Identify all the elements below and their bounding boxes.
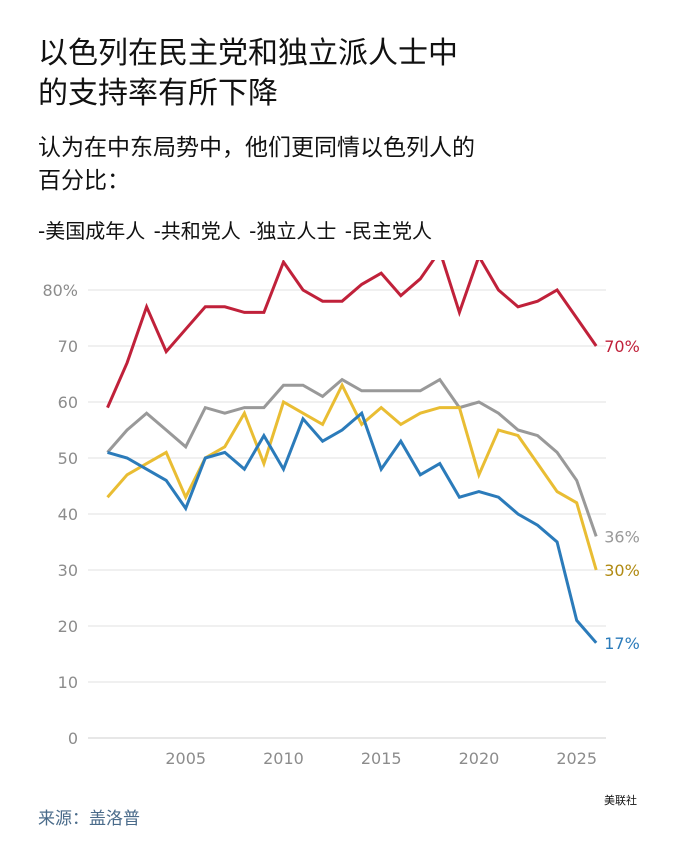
series-end-label-0: 70% <box>604 337 640 356</box>
series-line-1 <box>106 377 598 537</box>
x-tick-label: 2020 <box>459 749 500 768</box>
chart-subtitle-line-2: 百分比： <box>38 168 130 194</box>
legend-item-democrats: -民主党人 <box>344 219 432 243</box>
x-tick-label: 2025 <box>556 749 597 768</box>
series-line-3 <box>107 410 598 644</box>
y-tick-label: 20 <box>58 617 78 636</box>
source-note: 来源：盖洛普 <box>38 809 140 829</box>
axis-labels: 0 10 20 30 40 50 60 70 80% 2005 2010 2015 2020 2025 <box>42 281 597 768</box>
y-tick-label: 60 <box>58 393 78 412</box>
x-tick-label: 2005 <box>165 749 206 768</box>
x-tick-label: 2015 <box>361 749 402 768</box>
y-tick-label: 40 <box>58 505 78 524</box>
credit-logo: 美联社 <box>604 794 637 807</box>
gridlines <box>88 289 606 739</box>
line-chart: 0 10 20 30 40 50 60 70 80% 2005 2010 2015 2020 2025 7… <box>42 260 640 768</box>
x-tick-label: 2010 <box>263 749 304 768</box>
end-labels: 70% 36% 30% 17% <box>604 337 640 653</box>
series-line-0 <box>106 260 598 409</box>
y-tick-label: 10 <box>58 673 78 692</box>
y-tick-label: 70 <box>58 337 78 356</box>
y-tick-label: 50 <box>58 449 78 468</box>
chart-subtitle-line-1: 认为在中东局势中，他们更同情以色列人的 <box>38 135 475 161</box>
series-end-label-2: 30% <box>604 561 640 580</box>
chart-subtitle: 认为在中东局势中，他们更同情以色列人的 百分比： <box>38 132 618 198</box>
y-tick-label: 0 <box>68 729 78 748</box>
legend-item-independents: -独立人士 <box>249 219 337 243</box>
chart-title-line-2: 的支持率有所下降 <box>38 76 278 111</box>
legend: -美国成年人 -共和党人 -独立人士 -民主党人 <box>38 216 434 246</box>
legend-item-republicans: -共和党人 <box>153 219 241 243</box>
chart-title: 以色列在民主党和独立派人士中 的支持率有所下降 <box>38 34 598 114</box>
series-end-label-1: 36% <box>604 527 640 546</box>
y-tick-label: 80% <box>42 281 78 300</box>
legend-item-adults: -美国成年人 <box>38 219 146 243</box>
chart-title-line-1: 以色列在民主党和独立派人士中 <box>38 36 458 71</box>
y-tick-label: 30 <box>58 561 78 580</box>
series-line-2 <box>106 381 598 571</box>
series-end-label-3: 17% <box>604 634 640 653</box>
series-lines <box>106 260 598 644</box>
